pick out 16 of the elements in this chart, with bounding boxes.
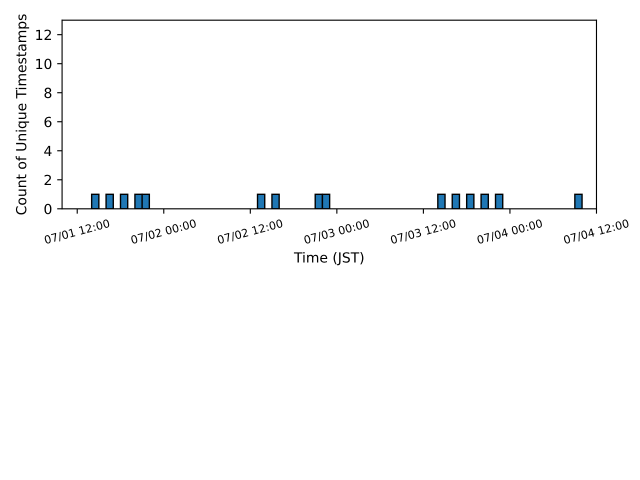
y-tick-label: 12 (36, 30, 51, 40)
x-axis-title: Time (JST) (294, 252, 364, 266)
y-tick-label: 8 (44, 88, 52, 98)
y-tick-label: 6 (44, 116, 52, 128)
y-tick-label: 0 (44, 204, 52, 214)
y-tick-label: 4 (44, 146, 52, 156)
x-tick-label: 07/01 12:00 (44, 218, 110, 245)
x-tick-label: 07/03 12:00 (390, 218, 456, 245)
x-tick-label: 07/04 12:00 (563, 218, 630, 245)
y-tick-label: 2 (44, 174, 51, 186)
y-axis-title: Count of Unique Timestamps (16, 14, 30, 215)
x-tick-label: 07/04 00:00 (476, 218, 543, 245)
x-tick-label: 07/02 00:00 (130, 218, 197, 245)
x-tick-label: 07/03 00:00 (304, 218, 370, 245)
y-tick-label: 10 (36, 58, 52, 70)
x-tick-label: 07/02 12:00 (217, 218, 284, 245)
